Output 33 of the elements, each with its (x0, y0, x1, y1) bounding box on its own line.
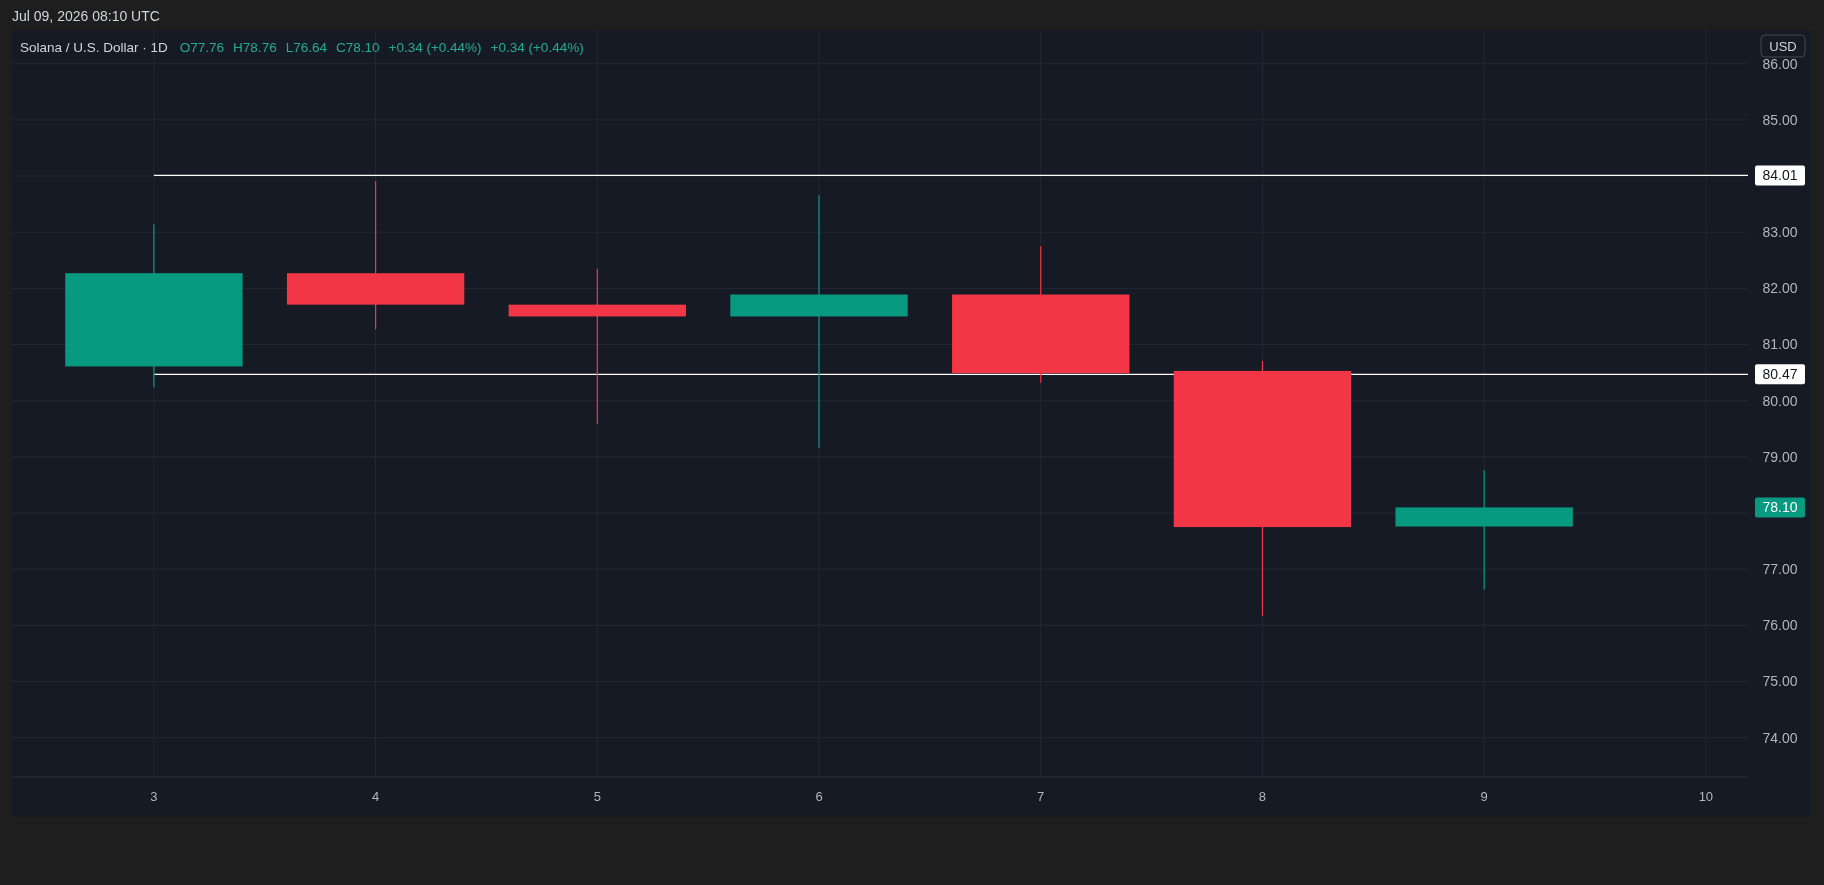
y-tick-label: 81.00 (1762, 336, 1798, 353)
y-tick-label: 76.00 (1762, 617, 1798, 634)
x-tick-label: 10 (1698, 789, 1714, 804)
candlestick (508, 268, 686, 425)
x-tick-label: 7 (1037, 789, 1045, 804)
x-tick-label: 3 (150, 789, 158, 804)
x-tick-label: 6 (815, 789, 823, 804)
x-tick-label: 8 (1258, 789, 1267, 804)
currency-button: USD (1760, 34, 1806, 58)
y-tick-label: 82.00 (1762, 280, 1798, 297)
x-tick-label: 5 (593, 789, 601, 804)
text: 78.10 (1762, 499, 1798, 516)
ref-line-label: 80.47 (1762, 366, 1798, 383)
chart-subtitle: Jul 09, 2026 08:10 UTC (12, 8, 160, 24)
x-tick-label: 9 (1480, 789, 1488, 804)
y-tick-label: 85.00 (1762, 111, 1798, 128)
annotation: O77.76 (179, 40, 225, 55)
y-tick-label: 74.00 (1762, 729, 1798, 746)
y-tick-label: 83.00 (1762, 224, 1798, 241)
annotation: +0.34 (+0.44%) (388, 40, 482, 55)
y-tick-label: 77.00 (1762, 561, 1798, 578)
x-tick-label: 4 (371, 789, 380, 804)
annotation: L76.64 (285, 40, 328, 55)
annotation: +0.34 (+0.44%) (490, 40, 584, 55)
annotation: H78.76 (233, 40, 277, 55)
y-tick-label: 75.00 (1762, 673, 1798, 690)
y-axis-title: USD (1769, 38, 1797, 54)
y-tick-label: 80.00 (1762, 392, 1798, 409)
ref-line-label: 84.01 (1762, 167, 1798, 184)
text: Solana / U.S. Dollar · 1D (20, 40, 169, 55)
y-tick-label: 86.00 (1762, 55, 1798, 72)
annotation: C78.10 (335, 40, 380, 55)
y-tick-label: 79.00 (1762, 448, 1798, 465)
